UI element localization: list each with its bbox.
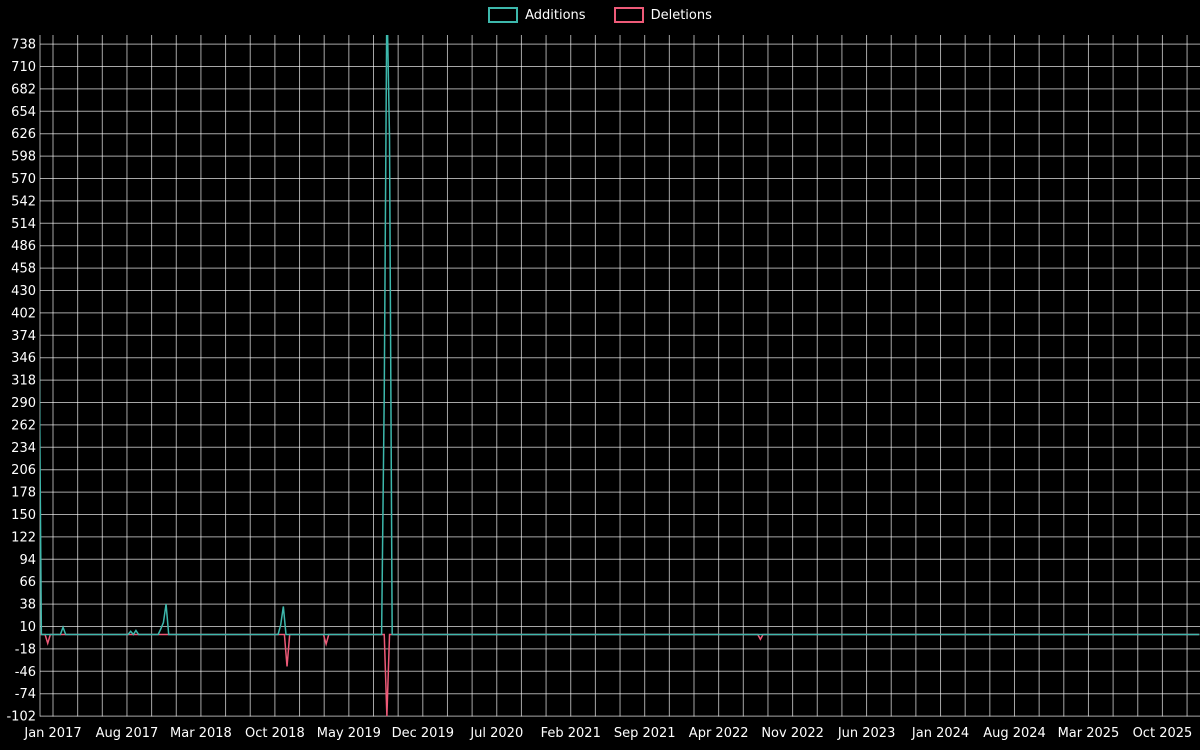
x-tick-label: Jan 2024 (911, 726, 969, 741)
x-tick-label: Jun 2023 (837, 726, 896, 741)
legend-item-additions[interactable]: Additions (488, 7, 586, 23)
legend-swatch-additions (488, 7, 519, 23)
y-tick-label: 150 (11, 508, 36, 523)
y-tick-label: 346 (11, 351, 36, 366)
y-tick-label: 38 (19, 598, 36, 613)
x-tick-label: Jul 2020 (469, 726, 523, 741)
x-tick-label: Feb 2021 (541, 726, 601, 741)
y-tick-label: 570 (11, 172, 36, 187)
y-tick-label: 178 (11, 486, 36, 501)
y-tick-label: 626 (11, 127, 36, 142)
y-tick-label: 318 (11, 374, 36, 389)
axis-labels: -102 -74 -46 -18 10 38 66 94 122 150 178 206 234 262 2… (6, 38, 1192, 741)
legend-swatch-deletions (613, 7, 644, 23)
x-tick-label: May 2019 (317, 726, 381, 741)
legend-label-deletions: Deletions (650, 7, 712, 23)
y-tick-label: 430 (11, 284, 36, 299)
y-tick-label: -46 (15, 665, 36, 680)
y-tick-label: 682 (11, 82, 36, 97)
y-tick-label: -74 (15, 687, 36, 702)
x-tick-label: Nov 2022 (761, 726, 824, 741)
series-lines (40, 35, 1200, 717)
x-tick-label: Dec 2019 (392, 726, 454, 741)
y-tick-label: 486 (11, 239, 36, 254)
y-tick-label: -102 (6, 710, 36, 725)
y-tick-label: 542 (11, 194, 36, 209)
y-tick-label: 710 (11, 60, 36, 75)
x-tick-label: Sep 2021 (614, 726, 676, 741)
gridlines (39, 35, 1200, 717)
y-tick-label: 234 (11, 441, 36, 456)
series-line-deletions (40, 633, 1200, 717)
y-tick-label: 122 (11, 530, 36, 545)
legend-item-deletions[interactable]: Deletions (613, 7, 712, 23)
y-tick-label: -18 (15, 642, 36, 657)
x-tick-label: Aug 2017 (96, 726, 159, 741)
x-tick-label: Oct 2025 (1133, 726, 1193, 741)
chart-legend: Additions Deletions (0, 7, 1200, 23)
y-tick-label: 206 (11, 463, 36, 478)
x-tick-label: Aug 2024 (983, 726, 1046, 741)
legend-label-additions: Additions (525, 7, 586, 23)
y-tick-label: 598 (11, 150, 36, 165)
y-tick-label: 374 (11, 329, 36, 344)
y-tick-label: 66 (19, 575, 36, 590)
x-tick-label: Oct 2018 (245, 726, 305, 741)
x-tick-label: Mar 2018 (170, 726, 232, 741)
y-tick-label: 262 (11, 418, 36, 433)
y-tick-label: 94 (19, 553, 36, 568)
y-tick-label: 290 (11, 396, 36, 411)
y-tick-label: 10 (19, 620, 36, 635)
y-tick-label: 458 (11, 262, 36, 277)
y-tick-label: 402 (11, 306, 36, 321)
series-line-additions (40, 35, 1200, 636)
x-tick-label: Mar 2025 (1058, 726, 1120, 741)
x-tick-label: Jan 2017 (23, 726, 81, 741)
y-tick-label: 738 (11, 38, 36, 53)
y-tick-label: 514 (11, 217, 36, 232)
x-tick-label: Apr 2022 (689, 726, 749, 741)
y-tick-label: 654 (11, 105, 36, 120)
